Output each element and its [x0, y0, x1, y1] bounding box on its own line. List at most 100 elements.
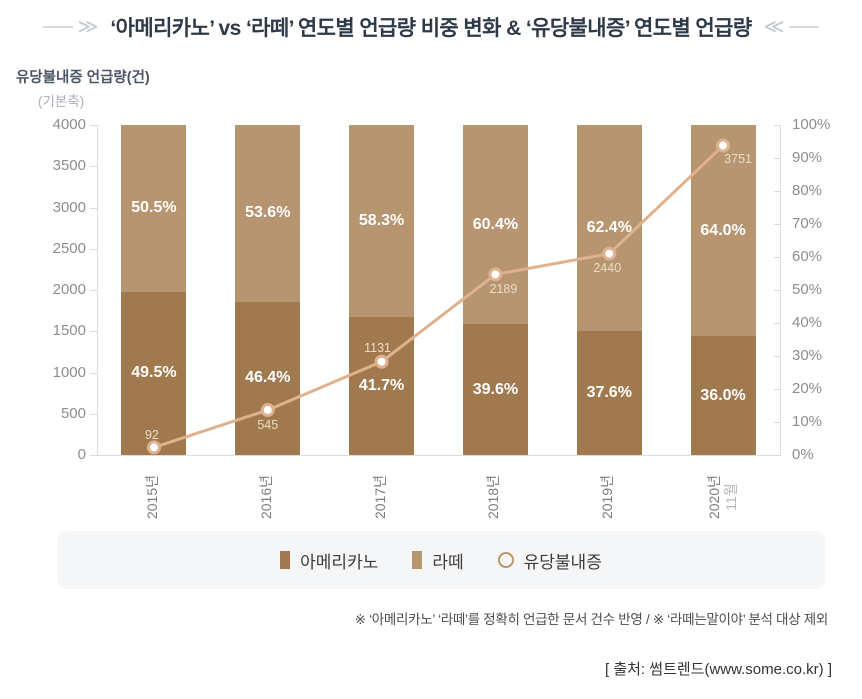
americano-percent-label: 49.5% [131, 364, 177, 382]
right-tick-mark [774, 191, 781, 192]
left-tick-mark [90, 248, 97, 250]
left-axis-subtitle: (기본축) [38, 94, 85, 109]
bar-segment-latte [690, 125, 756, 337]
left-axis-line [97, 125, 98, 456]
bar-segment-americano [349, 317, 415, 455]
right-tick-label: 90% [792, 149, 823, 166]
left-tick-label: 0 [77, 446, 86, 463]
page-title: ‘아메리카노’ vs ‘라떼’ 연도별 언급량 비중 변화 & ‘유당불내증’ … [110, 17, 752, 40]
latte-percent-label: 50.5% [131, 199, 177, 217]
left-tick-mark [90, 372, 97, 374]
legend-item: 아메리카노 [280, 548, 378, 573]
left-tick-mark [90, 166, 97, 168]
line-marker [602, 246, 617, 261]
right-tick-mark [774, 422, 781, 423]
source-credit: [ 출처: 썸트렌드(www.some.co.kr) ] [605, 661, 832, 678]
latte-percent-label: 58.3% [358, 212, 405, 230]
right-tick-mark [774, 290, 781, 291]
bar-segment-americano [576, 330, 642, 455]
latte-percent-label: 62.4% [586, 218, 632, 236]
americano-percent-label: 36.0% [700, 386, 746, 404]
right-tick-mark [774, 125, 781, 126]
right-tick-label: 0% [792, 446, 814, 463]
left-tick-label: 1000 [52, 363, 86, 381]
bar-segment-latte [349, 125, 415, 318]
chart-title-row: ≫ ‘아메리카노’ vs ‘라떼’ 연도별 언급량 비중 변화 & ‘유당불내증… [0, 12, 862, 42]
line-marker [374, 354, 389, 369]
bar-segment-latte [462, 125, 528, 325]
right-tick-label: 30% [792, 347, 823, 364]
right-tick-mark [774, 158, 781, 159]
left-tick-label: 2500 [52, 239, 86, 257]
legend-square-icon [280, 551, 291, 569]
right-tick-label: 10% [792, 413, 823, 430]
legend-item: 라떼 [412, 548, 464, 573]
bar-segment-latte [121, 125, 187, 292]
line-value-label: 1131 [364, 340, 392, 355]
mentions-line-chart [146, 138, 731, 455]
latte-percent-label: 53.6% [245, 204, 291, 222]
line-marker [260, 403, 275, 418]
line-marker [488, 267, 503, 282]
decorative-line [43, 26, 74, 28]
title-left-decoration: ≫ [43, 17, 98, 37]
line-value-label: 545 [257, 418, 279, 433]
right-tick-mark [774, 356, 781, 357]
legend-label: 라떼 [432, 552, 464, 572]
legend: 아메리카노 라떼 유당불내증 [57, 531, 825, 589]
left-axis-title: 유당불내증 언급량(건) [16, 70, 150, 86]
right-tick-label: 70% [792, 215, 823, 232]
right-tick-label: 100% [792, 116, 831, 133]
left-tick-label: 3000 [52, 198, 86, 216]
americano-percent-label: 37.6% [586, 383, 632, 401]
title-right-decoration: ≪ [764, 17, 819, 37]
left-tick-mark [90, 125, 97, 126]
left-tick-label: 1500 [52, 322, 86, 340]
right-tick-label: 50% [792, 281, 823, 298]
chevron-left-icon: ≪ [763, 16, 785, 38]
bar-segment-americano [690, 336, 756, 455]
bar-segment-americano [235, 301, 301, 455]
right-tick-label: 20% [792, 380, 823, 397]
right-tick-mark [774, 257, 781, 258]
left-tick-label: 3500 [52, 157, 86, 175]
decorative-line [788, 26, 819, 28]
bar-segment-latte [235, 125, 301, 302]
right-axis-line [780, 125, 781, 456]
chevron-right-icon: ≫ [77, 16, 99, 38]
line-path [153, 144, 725, 449]
right-tick-label: 40% [792, 314, 823, 331]
latte-percent-label: 64.0% [700, 221, 746, 239]
latte-percent-label: 60.4% [472, 215, 519, 233]
left-tick-label: 4000 [52, 116, 86, 133]
legend-label: 아메리카노 [300, 552, 379, 572]
left-tick-label: 2000 [52, 281, 86, 298]
left-tick-mark [90, 455, 97, 456]
legend-circle-icon [497, 552, 514, 568]
line-marker [716, 138, 731, 153]
line-value-label: 2189 [489, 282, 518, 297]
bar-segment-americano [121, 291, 187, 455]
americano-percent-label: 41.7% [358, 377, 405, 395]
left-tick-mark [90, 413, 97, 415]
right-tick-mark [774, 455, 781, 456]
legend-item: 유당불내증 [497, 548, 602, 573]
line-value-label: 3751 [724, 151, 752, 166]
right-tick-mark [774, 224, 781, 225]
right-tick-mark [774, 323, 781, 324]
left-tick-label: 500 [60, 404, 86, 422]
americano-percent-label: 46.4% [245, 369, 291, 387]
legend-square-icon [412, 551, 423, 569]
right-tick-label: 60% [792, 248, 823, 265]
bar-segment-americano [462, 324, 528, 455]
left-tick-mark [90, 290, 97, 291]
americano-percent-label: 39.6% [472, 380, 519, 398]
right-tick-mark [774, 389, 781, 390]
bar-segment-latte [576, 125, 642, 331]
line-value-label: 2440 [593, 260, 622, 275]
x-axis-line [97, 455, 781, 456]
line-value-label: 92 [144, 428, 159, 443]
left-tick-mark [90, 331, 97, 333]
